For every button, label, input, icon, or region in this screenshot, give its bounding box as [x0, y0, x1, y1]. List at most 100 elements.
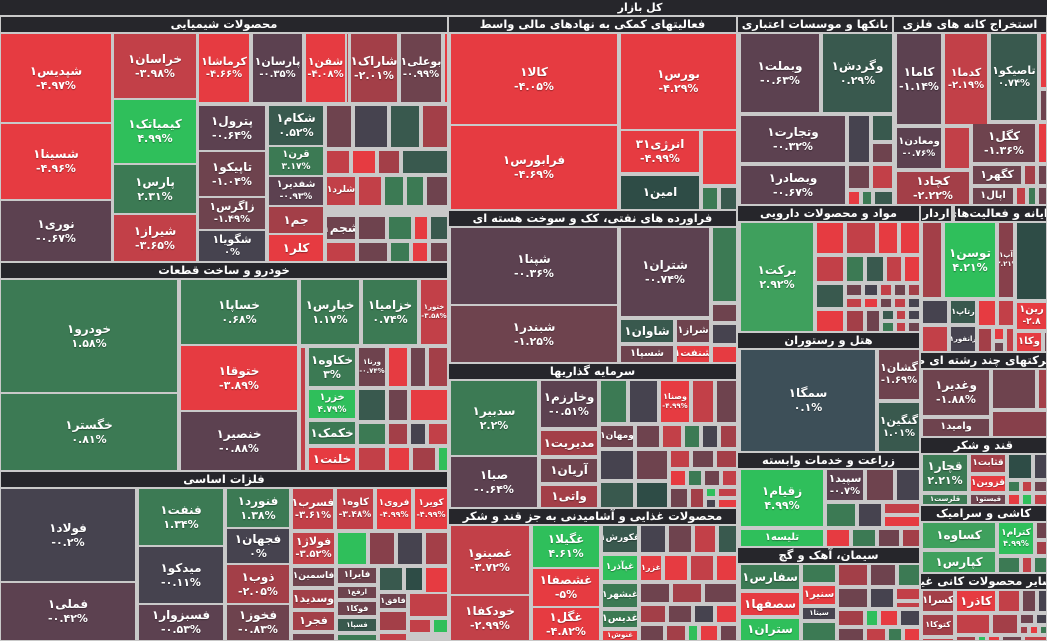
treemap-tile[interactable]: فولاد۱ -۰.۲%	[1, 489, 135, 581]
treemap-tile-unlabeled[interactable]	[895, 285, 905, 295]
treemap-tile[interactable]: سپید۱ -۰.۷%	[827, 470, 863, 500]
treemap-tile[interactable]: غنوش۱	[603, 631, 637, 640]
treemap-tile-unlabeled[interactable]	[1023, 495, 1031, 504]
treemap-tile[interactable]: غصینو۱ -۳.۷۲%	[451, 526, 529, 594]
treemap-tile-unlabeled[interactable]	[641, 526, 665, 552]
treemap-tile-unlabeled[interactable]	[411, 348, 425, 386]
treemap-tile-unlabeled[interactable]	[391, 243, 409, 261]
treemap-tile[interactable]: خگستر۱ ۰.۸۱%	[1, 394, 177, 470]
treemap-tile[interactable]: کساوه۱	[923, 523, 995, 548]
treemap-tile-unlabeled[interactable]	[897, 311, 905, 319]
treemap-tile[interactable]: اپال۱	[973, 188, 1013, 204]
treemap-tile[interactable]: انرژی۳۱ -۴.۹۹%	[621, 131, 699, 172]
treemap-tile[interactable]: شاوان۱	[621, 320, 673, 342]
treemap-tile-unlabeled[interactable]	[909, 285, 919, 295]
treemap-tile[interactable]: غدیس۱	[603, 611, 637, 627]
treemap-tile-unlabeled[interactable]	[338, 635, 376, 640]
treemap-tile-unlabeled[interactable]	[293, 634, 334, 640]
treemap-tile-unlabeled[interactable]	[839, 565, 867, 585]
treemap-tile[interactable]: غگیلا۱ ۴.۶۱%	[533, 526, 599, 567]
treemap-tile-unlabeled[interactable]	[641, 626, 663, 640]
treemap-tile-unlabeled[interactable]	[1021, 627, 1027, 633]
treemap-tile[interactable]: برکت۱ ۲.۹۲%	[741, 223, 813, 331]
treemap-tile[interactable]: کاما۱ -۱.۱۴%	[897, 34, 941, 124]
treemap-tile[interactable]: فافق۱	[380, 594, 406, 608]
treemap-tile[interactable]: غکورش۱	[603, 526, 637, 552]
treemap-tile-unlabeled[interactable]	[426, 568, 447, 592]
treemap-tile[interactable]: فملی۱ -۰.۴۲%	[1, 583, 135, 640]
treemap-tile[interactable]: خزامیا۱ ۰.۷۴%	[363, 280, 417, 344]
treemap-tile[interactable]: شسینا۱ -۴.۹۶%	[1, 124, 111, 199]
treemap-tile[interactable]: آپ۱-۲.۲۱%	[999, 223, 1013, 297]
treemap-tile[interactable]: گنگین۱ ۱.۰۱%	[879, 403, 919, 451]
treemap-tile-unlabeled[interactable]	[353, 151, 375, 173]
treemap-tile-unlabeled[interactable]	[717, 381, 736, 422]
treemap-tile[interactable]: کاوه۱ -۳.۴۸%	[337, 489, 373, 529]
treemap-tile-unlabeled[interactable]	[1035, 455, 1046, 478]
treemap-tile-unlabeled[interactable]	[873, 116, 892, 140]
treemap-tile-unlabeled[interactable]	[693, 451, 713, 467]
treemap-tile-unlabeled[interactable]	[717, 556, 736, 580]
treemap-tile[interactable]: کویر۱ -۴.۹۹%	[415, 489, 447, 529]
treemap-tile-unlabeled[interactable]	[989, 637, 999, 640]
treemap-tile-unlabeled[interactable]	[663, 426, 681, 447]
treemap-tile[interactable]: کاذر۱	[957, 591, 995, 611]
treemap-tile[interactable]: وتجارت۱ -۰.۳۲%	[741, 116, 845, 162]
treemap-tile[interactable]: ختوقا۱ -۳.۸۹%	[181, 346, 297, 410]
treemap-tile[interactable]: خنصیر۱ -۰.۸۸%	[181, 412, 297, 470]
treemap-tile[interactable]: خکمک۱	[309, 422, 355, 444]
treemap-tile-unlabeled[interactable]	[359, 217, 385, 239]
treemap-tile-unlabeled[interactable]	[1039, 188, 1046, 204]
treemap-tile-unlabeled[interactable]	[347, 34, 348, 102]
treemap-tile-unlabeled[interactable]	[721, 426, 736, 447]
treemap-tile[interactable]: خساپا۱ ۰.۶۸%	[181, 280, 297, 344]
treemap-tile-unlabeled[interactable]	[410, 620, 430, 632]
treemap-tile-unlabeled[interactable]	[1003, 637, 1021, 640]
treemap-tile[interactable]: کرماشا۱ -۴.۶۶%	[199, 34, 249, 102]
treemap-tile-unlabeled[interactable]	[389, 448, 409, 470]
treemap-tile-unlabeled[interactable]	[707, 500, 715, 507]
treemap-tile[interactable]: قرن۱ ۳.۱۷%	[269, 147, 323, 175]
treemap-tile-unlabeled[interactable]	[359, 177, 381, 205]
treemap-tile-unlabeled[interactable]	[713, 228, 736, 301]
treemap-tile-unlabeled[interactable]	[641, 606, 665, 622]
treemap-tile-unlabeled[interactable]	[359, 390, 385, 420]
treemap-tile[interactable]: شسپا۱	[621, 346, 673, 362]
treemap-tile[interactable]: رتاپ۱	[951, 301, 975, 323]
treemap-tile-unlabeled[interactable]	[909, 323, 919, 331]
treemap-tile-unlabeled[interactable]	[671, 451, 689, 467]
treemap-tile-unlabeled[interactable]	[859, 504, 881, 526]
treemap-tile-unlabeled[interactable]	[839, 611, 863, 625]
treemap-tile-unlabeled[interactable]	[817, 223, 843, 253]
treemap-tile[interactable]: وغدیر۱ -۱.۸۸%	[923, 370, 989, 415]
treemap-tile-unlabeled[interactable]	[423, 106, 447, 147]
treemap-tile-unlabeled[interactable]	[887, 257, 901, 281]
treemap-tile-unlabeled[interactable]	[379, 151, 399, 173]
treemap-tile-unlabeled[interactable]	[867, 311, 879, 331]
treemap-tile-unlabeled[interactable]	[1039, 124, 1046, 162]
treemap-tile-unlabeled[interactable]	[1035, 482, 1046, 491]
treemap-tile-unlabeled[interactable]	[695, 526, 715, 552]
treemap-tile[interactable]: ومهان۱	[601, 426, 633, 447]
treemap-tile-unlabeled[interactable]	[817, 285, 843, 307]
treemap-tile-unlabeled[interactable]	[849, 166, 869, 188]
treemap-tile[interactable]: وکا۱	[1017, 333, 1041, 351]
treemap-tile-unlabeled[interactable]	[879, 530, 899, 546]
treemap-tile-unlabeled[interactable]	[1041, 627, 1046, 633]
treemap-tile-unlabeled[interactable]	[1025, 637, 1046, 640]
treemap-tile[interactable]: کچاد۱ -۲.۲۲%	[897, 172, 969, 204]
treemap-tile-unlabeled[interactable]	[1007, 329, 1013, 351]
treemap-tile-unlabeled[interactable]	[999, 301, 1013, 325]
treemap-tile[interactable]: جم۱	[269, 207, 323, 233]
treemap-tile[interactable]: فسپا۱	[338, 619, 376, 631]
treemap-tile[interactable]: بورس۱ -۴.۲۹%	[621, 34, 736, 129]
treemap-tile[interactable]: قزوین۱	[971, 476, 1005, 491]
treemap-tile[interactable]: رانفور۱	[951, 327, 975, 351]
treemap-tile[interactable]: وصنا۱ -۴.۹۹%	[661, 381, 689, 422]
treemap-tile[interactable]: میدکو۱ -۰.۱۱%	[139, 547, 223, 603]
treemap-tile[interactable]: توسن۱ ۴.۲۱%	[945, 223, 995, 297]
treemap-tile-unlabeled[interactable]	[865, 299, 877, 307]
treemap-tile-unlabeled[interactable]	[1037, 542, 1046, 554]
treemap-tile-unlabeled[interactable]	[705, 471, 719, 485]
treemap-tile[interactable]: سنیر۱	[803, 586, 835, 604]
